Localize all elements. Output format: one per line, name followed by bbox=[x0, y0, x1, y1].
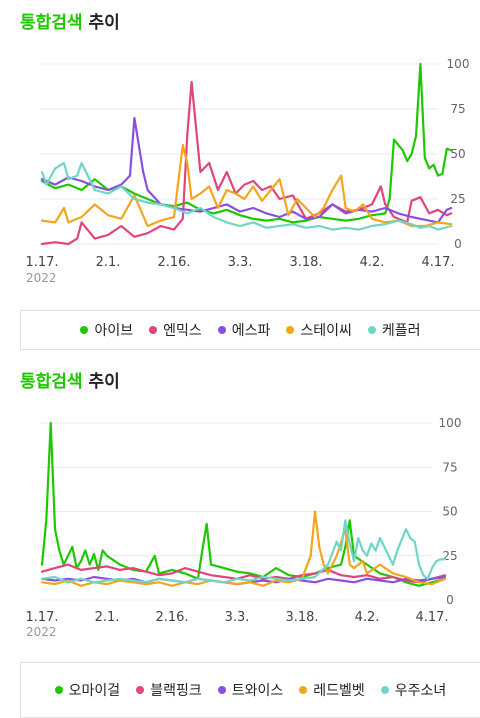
y-tick-label: 25 bbox=[450, 192, 465, 206]
x-tick-label: 2.16. bbox=[157, 255, 190, 270]
chart-title-rest: 추이 bbox=[88, 13, 120, 33]
legend-item: 오마이걸 bbox=[54, 680, 121, 700]
legend-item: 아이브 bbox=[80, 320, 133, 340]
x-tick-label: 3.18. bbox=[289, 255, 322, 270]
x-tick-label: 3.18. bbox=[285, 610, 318, 625]
legend-label: 케플러 bbox=[381, 323, 421, 339]
x-tick-year-label: 2022 bbox=[26, 625, 57, 639]
legend-label: 아이브 bbox=[94, 323, 134, 339]
legend-item: 에스파 bbox=[217, 320, 271, 340]
line-chart-bottom: 0 25 50 75 100 1.17.2022 2.1. 2.16. 3.3. 3.18. 4.2… bbox=[25, 416, 462, 639]
legend-item: 우주소녀 bbox=[380, 680, 447, 700]
chart-legend: 아이브 엔믹스 에스파 스테이씨 케플러 bbox=[20, 310, 480, 350]
series-line bbox=[40, 143, 453, 228]
legend-dot bbox=[299, 686, 308, 694]
legend-label: 오마이걸 bbox=[68, 683, 121, 699]
series-line bbox=[40, 80, 453, 246]
legend-dot bbox=[149, 326, 158, 334]
x-tick-label: 1.17. bbox=[25, 255, 58, 270]
y-tick-label: 75 bbox=[442, 460, 457, 474]
series-line bbox=[40, 421, 447, 587]
legend-item: 블랙핑크 bbox=[136, 680, 202, 700]
legend-item: 트와이스 bbox=[217, 680, 284, 700]
legend-label: 레드벨벳 bbox=[313, 683, 365, 699]
legend-item: 스테이씨 bbox=[286, 320, 352, 340]
x-tick-label: 4.2. bbox=[355, 610, 380, 625]
chart-legend: 오마이걸 블랙핑크 트와이스 레드벨벳 우주소녀 bbox=[20, 662, 480, 718]
legend-dot bbox=[136, 686, 145, 694]
series-line bbox=[40, 116, 453, 224]
legend-dot bbox=[367, 326, 376, 334]
legend-dot bbox=[217, 326, 226, 334]
chart-title: 통합검색 추이 bbox=[20, 367, 120, 392]
chart-title: 통합검색 추이 bbox=[20, 8, 120, 33]
y-tick-label: 0 bbox=[446, 593, 454, 607]
y-tick-label: 25 bbox=[442, 549, 457, 563]
series-line bbox=[40, 519, 447, 584]
legend-item: 레드벨벳 bbox=[299, 680, 365, 700]
chart-title-rest: 추이 bbox=[88, 372, 120, 392]
series-line bbox=[40, 161, 453, 231]
legend-item: 엔믹스 bbox=[149, 320, 202, 340]
series-line bbox=[40, 62, 453, 224]
series-line bbox=[40, 563, 447, 584]
x-tick-label: 4.17. bbox=[421, 255, 454, 270]
trend-chart-panel-top: 통합검색 추이 0 25 50 75 100 1.17. 2022 2.1. 2.16. 3.3.… bbox=[0, 0, 480, 350]
x-tick-label: 3.3. bbox=[228, 255, 253, 270]
y-tick-label: 50 bbox=[442, 505, 457, 519]
y-tick-label: 50 bbox=[450, 147, 465, 161]
chart-title-accent: 통합검색 bbox=[20, 13, 83, 33]
series-line bbox=[40, 510, 447, 587]
legend-dot bbox=[54, 686, 63, 694]
x-tick-label: 4.2. bbox=[360, 255, 385, 270]
legend-label: 스테이씨 bbox=[300, 323, 352, 339]
x-tick-label: 4.17. bbox=[415, 610, 448, 625]
legend-dot bbox=[380, 686, 389, 694]
chart-title-accent: 통합검색 bbox=[20, 372, 83, 392]
x-tick-label: 2.16. bbox=[155, 610, 188, 625]
legend-label: 엔믹스 bbox=[163, 323, 202, 339]
legend-label: 블랙핑크 bbox=[150, 683, 202, 699]
y-tick-label: 100 bbox=[439, 416, 462, 430]
legend-dot bbox=[80, 326, 89, 334]
x-tick-label: 2.1. bbox=[96, 255, 121, 270]
y-tick-label: 100 bbox=[447, 57, 470, 71]
x-tick-year-label: 2022 bbox=[26, 271, 57, 285]
legend-label: 트와이스 bbox=[231, 683, 284, 699]
trend-chart-panel-bottom: 통합검색 추이 0 25 50 75 100 1.17. 2022 2.1. 2.16. 3.3.… bbox=[0, 360, 480, 718]
legend-item: 케플러 bbox=[367, 320, 421, 340]
legend-dot bbox=[217, 686, 226, 694]
x-tick-label: 3.3. bbox=[225, 610, 250, 625]
legend-dot bbox=[286, 326, 295, 334]
y-tick-label: 75 bbox=[450, 102, 465, 116]
line-chart-top: 0 25 50 75 100 1.17.2022 2.1. 2.16. 3.3. 3.18. 4.2… bbox=[25, 57, 470, 285]
legend-label: 에스파 bbox=[231, 323, 271, 339]
y-tick-label: 0 bbox=[454, 237, 462, 251]
x-tick-label: 2.1. bbox=[95, 610, 120, 625]
legend-label: 우주소녀 bbox=[394, 683, 447, 699]
x-tick-label: 1.17. bbox=[25, 610, 58, 625]
